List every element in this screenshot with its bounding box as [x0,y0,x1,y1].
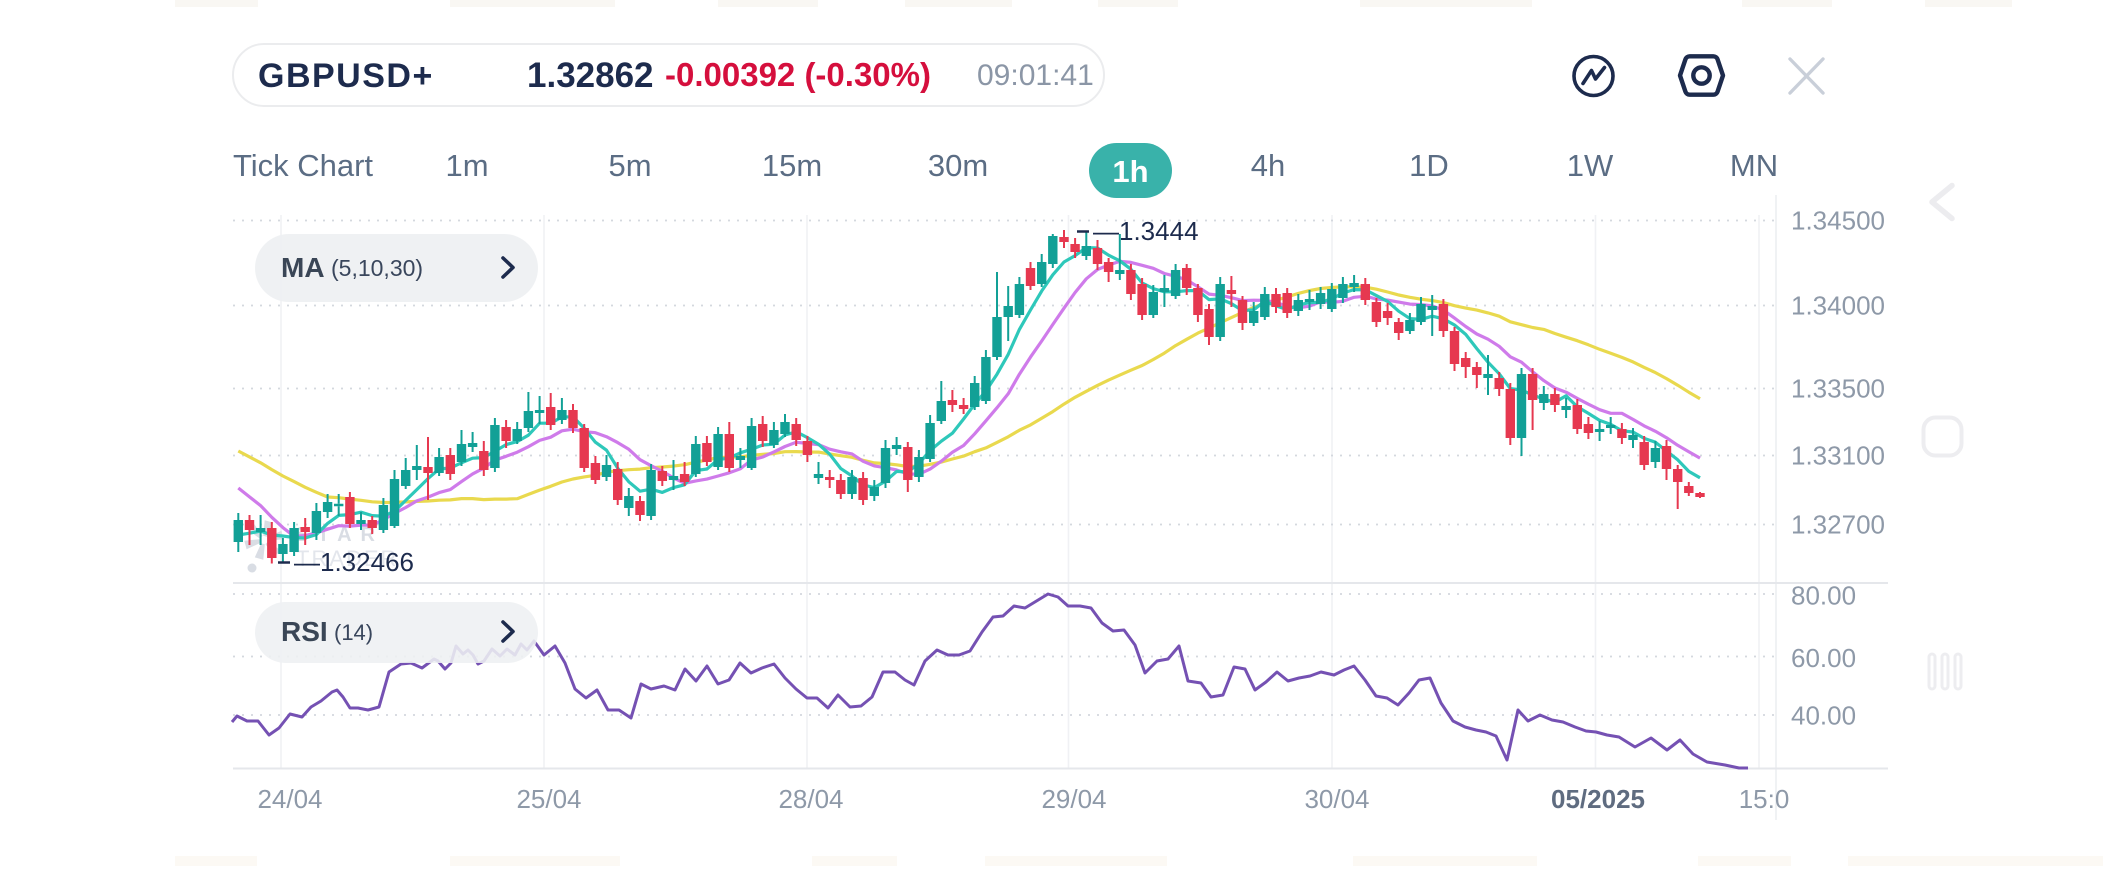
svg-text:1.32700: 1.32700 [1791,510,1885,540]
svg-text:4h: 4h [1251,148,1285,183]
svg-text:15m: 15m [762,148,822,183]
svg-text:30/04: 30/04 [1304,784,1369,814]
svg-text:RSI: RSI [281,616,328,647]
svg-text:40.00: 40.00 [1791,701,1856,731]
svg-text:GBPUSD+: GBPUSD+ [258,57,434,95]
svg-text:—1.3444: —1.3444 [1093,216,1199,246]
svg-text:05/2025: 05/2025 [1551,784,1645,814]
svg-text:09:01:41: 09:01:41 [977,59,1094,92]
svg-text:-0.00392 (-0.30%): -0.00392 (-0.30%) [665,56,931,93]
svg-text:MA: MA [281,252,325,283]
svg-text:15:0: 15:0 [1739,784,1790,814]
svg-text:24/04: 24/04 [257,784,322,814]
svg-text:1m: 1m [445,148,488,183]
svg-text:1.32862: 1.32862 [527,56,654,95]
svg-text:1h: 1h [1112,154,1148,189]
svg-text:—1.32466: —1.32466 [294,547,414,577]
svg-text:80.00: 80.00 [1791,581,1856,611]
svg-text:28/04: 28/04 [778,784,843,814]
svg-text:1W: 1W [1567,148,1614,183]
svg-text:1D: 1D [1409,148,1449,183]
svg-text:1.34000: 1.34000 [1791,291,1885,321]
svg-text:(5,10,30): (5,10,30) [331,255,423,281]
svg-text:TRADER: TRADER [296,546,398,571]
svg-text:1.34500: 1.34500 [1791,206,1885,236]
svg-text:60.00: 60.00 [1791,643,1856,673]
svg-text:30m: 30m [928,148,988,183]
svg-text:Tick Chart: Tick Chart [233,148,373,183]
svg-text:29/04: 29/04 [1041,784,1106,814]
svg-text:1.33500: 1.33500 [1791,374,1885,404]
svg-text:MN: MN [1730,148,1778,183]
svg-text:(14): (14) [334,620,373,645]
svg-text:5m: 5m [608,148,651,183]
svg-text:1.33100: 1.33100 [1791,441,1885,471]
svg-text:25/04: 25/04 [516,784,581,814]
